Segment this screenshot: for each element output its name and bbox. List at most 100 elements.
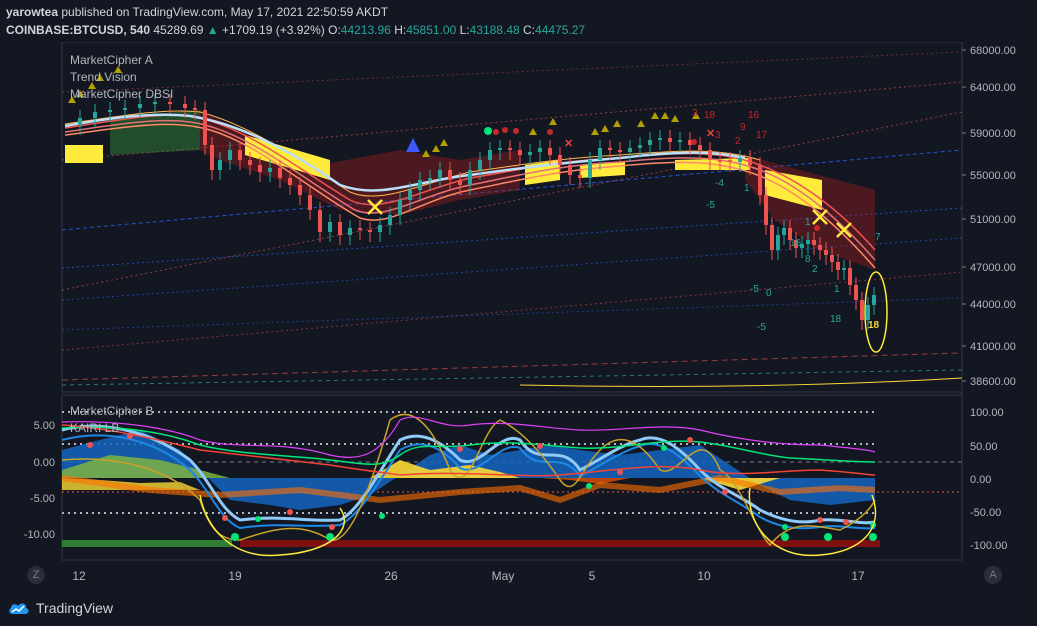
oscillator-axis[interactable]: 100.00 50.00 0.00 -50.00 -100.00 5.00 0.00 -5.0… <box>24 407 1008 552</box>
time-tick-label: 12 <box>72 569 86 583</box>
svg-text:✕: ✕ <box>706 128 715 140</box>
osc-tick-label: 50.00 <box>970 441 998 453</box>
osc-left-tick-label: -5.00 <box>30 493 55 505</box>
candle-body <box>288 178 292 185</box>
candle-body <box>488 150 492 160</box>
count-label: 0 <box>766 288 772 299</box>
candle-body <box>770 225 774 250</box>
price-tick-label: 68000.00 <box>970 45 1016 57</box>
candle-body <box>228 150 232 160</box>
candle-body <box>854 285 858 300</box>
candle-body <box>794 240 798 248</box>
time-tick-label: 26 <box>384 569 398 583</box>
cloud-logo-icon <box>9 603 29 614</box>
candle-body <box>308 195 312 210</box>
candle-body <box>298 185 302 195</box>
candle-body <box>153 102 157 104</box>
count-label: -5 <box>750 284 759 295</box>
candle-body <box>193 108 197 110</box>
candle-body <box>418 180 422 190</box>
candle-body <box>608 148 612 150</box>
signal-markers: ✕✕ <box>68 66 852 238</box>
indicator-label[interactable]: MarketCipher DBSI <box>70 87 174 101</box>
zoom-button[interactable]: Z <box>27 566 45 584</box>
osc-tick-label: 0.00 <box>970 474 991 486</box>
price-change: +1709.19 (+3.92%) <box>222 23 325 37</box>
highlight-ellipse <box>864 271 888 353</box>
chart-area[interactable]: ✕✕ -5 -5 0 -5 -4 1 1 8 2 1 18 16 7 3 18 … <box>0 42 1037 592</box>
candle-body <box>538 148 542 152</box>
candle-body <box>782 228 786 235</box>
indicator-label[interactable]: MarketCipher B <box>70 404 154 418</box>
time-tick-label: 10 <box>697 569 711 583</box>
count-label: 18 <box>868 320 880 331</box>
candle-body <box>698 145 702 150</box>
osc-left-tick-label: 0.00 <box>34 457 55 469</box>
time-axis[interactable]: 12 19 26 May 5 10 17 <box>72 569 865 583</box>
candle-body <box>830 255 834 262</box>
osc-tick-label: -50.00 <box>970 507 1001 519</box>
symbol-label[interactable]: COINBASE:BTCUSD, 540 <box>6 23 151 37</box>
candle-body <box>358 228 362 230</box>
candle-body <box>678 140 682 142</box>
candle-body <box>203 110 207 145</box>
indicator-label[interactable]: KAIRI LB <box>70 421 120 435</box>
candle-body <box>210 145 214 170</box>
price-tick-label: 38600.00 <box>970 376 1016 388</box>
candle-body <box>648 140 652 145</box>
candle-body <box>800 244 804 248</box>
candle-body <box>568 165 572 175</box>
time-tick-label: 19 <box>228 569 242 583</box>
count-label: 8 <box>805 254 811 265</box>
candle-body <box>328 222 332 232</box>
candle-body <box>438 170 442 178</box>
candle-body <box>718 160 722 162</box>
footer: TradingView <box>0 592 1037 626</box>
close-label: C: <box>523 23 536 37</box>
candle-body <box>388 215 392 225</box>
last-price: 45289.69 <box>153 23 204 37</box>
candle-body <box>818 245 822 250</box>
indicator-label[interactable]: MarketCipher A <box>70 53 153 67</box>
candle-body <box>776 235 780 250</box>
count-label: 18 <box>704 110 716 121</box>
count-label: 17 <box>756 130 768 141</box>
count-label: -5 <box>706 200 715 211</box>
candle-body <box>618 150 622 152</box>
price-axis[interactable]: 68000.00 64000.00 59000.00 55000.00 51000.00… <box>962 45 1016 388</box>
cloud-fills <box>65 110 875 270</box>
count-label: 1 <box>744 183 750 194</box>
price-tick-label: 64000.00 <box>970 82 1016 94</box>
candle-body <box>788 228 792 240</box>
candle-body <box>408 190 412 200</box>
tradingview-logo[interactable]: TradingView <box>8 600 113 616</box>
candle-body <box>668 138 672 142</box>
high-label: H: <box>394 23 407 37</box>
candle-body <box>748 158 752 165</box>
candle-body <box>448 170 452 180</box>
count-label: 9 <box>740 122 746 133</box>
candle-body <box>108 110 112 112</box>
low-value: 43188.48 <box>469 23 520 37</box>
tradingview-label: TradingView <box>36 600 114 616</box>
candle-body <box>138 104 142 108</box>
candle-body <box>848 268 852 285</box>
auto-scale-button[interactable]: A <box>984 566 1002 584</box>
count-label: 1 <box>834 284 840 295</box>
count-label: 3 <box>692 108 698 119</box>
candle-body <box>508 148 512 150</box>
candle-body <box>598 148 602 160</box>
price-tick-label: 47000.00 <box>970 262 1016 274</box>
indicator-label[interactable]: Trend Vision <box>70 70 137 84</box>
time-tick-label: 5 <box>589 569 596 583</box>
candle-body <box>428 178 432 180</box>
candle-body <box>588 160 592 178</box>
candle-body <box>368 230 372 232</box>
chart-header: yarowtea published on TradingView.com, M… <box>0 0 1037 42</box>
publisher-name[interactable]: yarowtea <box>6 5 59 19</box>
publish-line: yarowtea published on TradingView.com, M… <box>6 5 388 19</box>
count-label: -5 <box>757 322 766 333</box>
candle-body <box>268 168 272 172</box>
oscillator-pane <box>61 411 962 557</box>
candle-body <box>318 210 322 232</box>
